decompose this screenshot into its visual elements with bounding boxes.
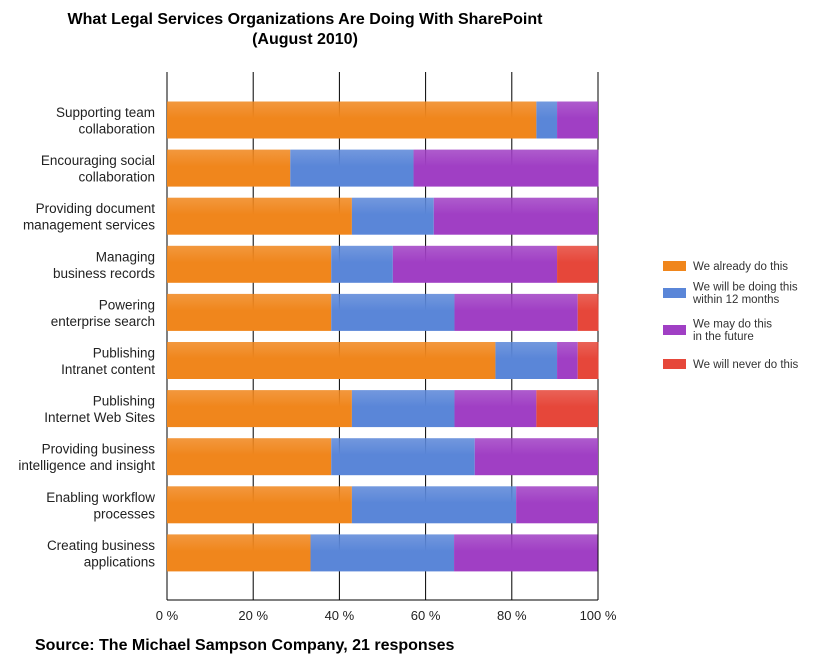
bar-segment (167, 390, 352, 428)
bar-segment (392, 245, 558, 283)
legend-swatch (663, 325, 686, 335)
bar-segment (557, 245, 598, 283)
bar-segment (454, 390, 537, 428)
category-label: applications (84, 554, 156, 569)
bar-segment (351, 390, 455, 428)
bar-segment (536, 390, 598, 428)
bar-segment (167, 245, 332, 283)
bar-segment (167, 197, 352, 235)
category-label: Internet Web Sites (44, 410, 155, 425)
category-label: Enabling workflow (46, 490, 155, 505)
chart-source: Source: The Michael Sampson Company, 21 … (35, 637, 454, 654)
bar-segment (557, 342, 578, 379)
category-label: intelligence and insight (18, 458, 155, 473)
category-label: Supporting team (56, 105, 155, 120)
legend-label: within 12 months (692, 294, 780, 306)
x-tick-label: 60 % (411, 608, 441, 623)
x-tick-label: 40 % (325, 608, 355, 623)
bar-segment (310, 534, 455, 572)
category-label: Providing business (42, 442, 156, 457)
category-label: Publishing (93, 394, 155, 409)
category-label: Intranet content (61, 362, 155, 377)
bar-segment (495, 342, 558, 379)
bar-segment (577, 342, 599, 379)
bar-segment (167, 534, 311, 572)
category-label: Creating business (47, 538, 155, 553)
bar-segment (167, 101, 537, 139)
legend-swatch (663, 261, 686, 271)
bar-segment (331, 245, 393, 283)
bar-segment (516, 486, 598, 524)
x-tick-label: 20 % (238, 608, 268, 623)
legend-label: in the future (693, 331, 754, 343)
bar-segment (167, 342, 496, 379)
legend-label: We already do this (693, 261, 788, 273)
bar-segment (433, 197, 598, 235)
bar-segment (413, 149, 599, 187)
bar-segment (351, 197, 434, 235)
category-label: processes (93, 506, 155, 521)
category-label: Encouraging social (41, 153, 155, 168)
category-label: business records (53, 266, 155, 281)
bar-segment (167, 438, 332, 476)
category-label: Powering (99, 297, 155, 312)
category-label: collaboration (78, 170, 155, 185)
bar-segment (167, 149, 291, 187)
x-tick-label: 100 % (580, 608, 617, 623)
bar-segment (351, 486, 517, 524)
category-label: management services (23, 218, 155, 233)
bar-segment (454, 293, 578, 331)
x-tick-label: 0 % (156, 608, 179, 623)
bar-segment (454, 534, 598, 572)
legend-label: We may do this (693, 319, 772, 331)
bar-segment (290, 149, 414, 187)
category-label: enterprise search (51, 314, 155, 329)
bar-segment (331, 293, 455, 331)
legend-label: We will never do this (693, 359, 798, 371)
category-label: Publishing (93, 346, 155, 361)
legend-swatch (663, 359, 686, 369)
category-label: Providing document (36, 201, 156, 216)
bar-segment (167, 486, 352, 524)
bar-segment (331, 438, 475, 476)
bar-segment (557, 101, 598, 139)
bar-segment (536, 101, 558, 139)
legend-label: We will be doing this (693, 282, 798, 294)
chart-title: What Legal Services Organizations Are Do… (68, 11, 544, 28)
bar-segment (474, 438, 598, 476)
bar-segment (577, 293, 599, 331)
x-tick-label: 80 % (497, 608, 527, 623)
legend-swatch (663, 288, 686, 298)
bar-segment (167, 293, 332, 331)
category-label: Managing (96, 249, 155, 264)
chart-subtitle: (August 2010) (252, 31, 358, 48)
category-label: collaboration (78, 122, 155, 137)
